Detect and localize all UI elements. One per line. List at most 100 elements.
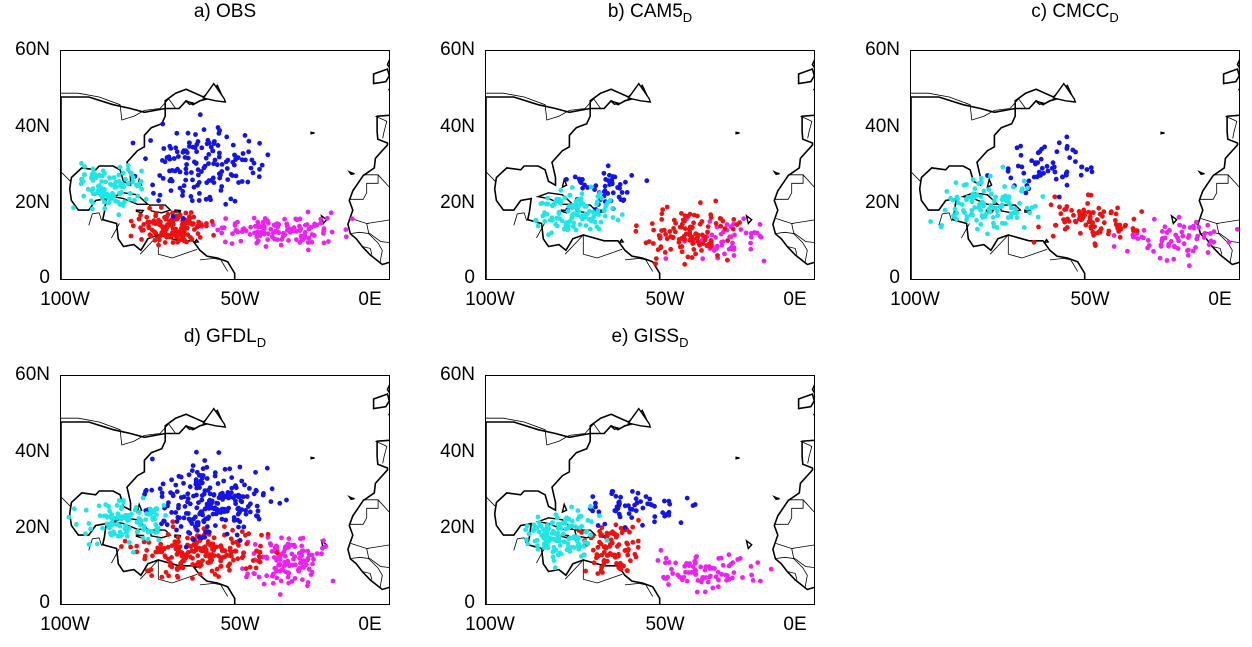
y-tick-label: 60N <box>440 39 475 60</box>
red-genesis-point <box>142 553 148 559</box>
red-genesis-point <box>718 223 724 229</box>
blue-genesis-point <box>244 494 250 499</box>
red-genesis-point <box>725 238 730 244</box>
magenta-genesis-point <box>299 236 305 242</box>
cyan-genesis-point <box>548 536 553 541</box>
red-genesis-point <box>144 547 150 553</box>
cyan-genesis-point <box>1005 215 1011 220</box>
country-border <box>368 557 389 568</box>
x-tick-label: 0E <box>358 614 382 635</box>
cyan-genesis-point <box>124 533 130 539</box>
x-tick-label: 100W <box>465 289 515 310</box>
magenta-genesis-point <box>731 570 737 575</box>
red-genesis-point <box>170 222 176 227</box>
red-genesis-point <box>1073 219 1079 225</box>
cyan-genesis-point <box>587 226 593 232</box>
blue-genesis-point <box>203 155 209 161</box>
cyan-genesis-point <box>125 514 131 520</box>
y-tick-label: 20N <box>440 517 475 538</box>
red-genesis-point <box>265 531 271 537</box>
coastline <box>797 67 814 85</box>
red-genesis-point <box>649 221 655 227</box>
blue-genesis-point <box>610 190 616 196</box>
cyan-genesis-point <box>106 524 112 530</box>
red-genesis-point <box>158 541 164 547</box>
red-genesis-point <box>737 220 742 226</box>
map-svg <box>911 59 1239 279</box>
magenta-genesis-point <box>1111 233 1117 238</box>
blue-genesis-point <box>1044 163 1050 169</box>
magenta-genesis-point <box>323 544 329 549</box>
red-genesis-point <box>1113 211 1119 217</box>
blue-genesis-point <box>254 513 259 519</box>
magenta-genesis-point <box>297 223 302 229</box>
cyan-genesis-point <box>138 179 144 184</box>
cyan-genesis-point <box>107 508 112 514</box>
red-genesis-point <box>208 559 213 565</box>
blue-genesis-point <box>236 524 241 530</box>
country-border <box>787 571 798 580</box>
red-genesis-point <box>1123 222 1128 228</box>
island-coastline <box>347 170 355 176</box>
blue-genesis-point <box>151 190 156 196</box>
blue-genesis-point <box>1033 161 1038 167</box>
cyan-genesis-point <box>567 192 573 198</box>
blue-genesis-point <box>173 145 179 151</box>
cyan-genesis-point <box>538 201 544 207</box>
red-genesis-point <box>148 567 154 572</box>
cyan-genesis-point <box>1020 186 1025 192</box>
blue-genesis-point <box>210 175 216 181</box>
cyan-genesis-point <box>1010 184 1016 190</box>
red-genesis-point <box>616 553 621 559</box>
blue-genesis-point <box>157 486 163 492</box>
blue-genesis-point <box>1008 175 1014 181</box>
blue-genesis-point <box>193 514 198 520</box>
blue-genesis-point <box>178 524 184 529</box>
blue-genesis-point <box>621 197 627 203</box>
blue-genesis-point <box>185 130 191 136</box>
magenta-genesis-point <box>266 231 271 237</box>
blue-genesis-point <box>210 148 216 154</box>
red-genesis-point <box>243 566 249 572</box>
cyan-genesis-point <box>96 189 102 195</box>
y-tick-label: 40N <box>440 116 475 137</box>
blue-genesis-point <box>232 198 238 204</box>
cyan-genesis-point <box>557 543 563 548</box>
cyan-genesis-point <box>968 212 974 218</box>
red-genesis-point <box>146 225 152 231</box>
island-coastline <box>202 407 227 428</box>
red-genesis-point <box>159 231 164 237</box>
red-genesis-point <box>205 539 211 544</box>
blue-genesis-point <box>218 172 223 178</box>
red-genesis-point <box>163 231 168 237</box>
red-genesis-point <box>690 241 696 247</box>
red-genesis-point <box>1091 210 1096 215</box>
blue-genesis-point <box>150 182 155 188</box>
cyan-genesis-point <box>153 522 159 527</box>
magenta-genesis-point <box>244 574 249 580</box>
magenta-genesis-point <box>265 237 271 243</box>
cyan-genesis-point <box>125 181 131 187</box>
cyan-genesis-point <box>535 547 541 552</box>
x-tick-label: 0E <box>1208 289 1232 310</box>
magenta-genesis-point <box>1193 245 1198 250</box>
red-genesis-point <box>597 539 602 545</box>
y-tick-label: 20N <box>15 192 50 213</box>
cyan-genesis-point <box>607 198 613 203</box>
blue-genesis-point <box>1042 144 1047 150</box>
magenta-genesis-point <box>263 244 269 249</box>
blue-genesis-point <box>644 178 650 184</box>
cyan-genesis-point <box>133 505 139 510</box>
blue-genesis-point <box>174 130 180 136</box>
magenta-genesis-point <box>750 578 756 583</box>
blue-genesis-point <box>168 188 174 194</box>
magenta-genesis-point <box>706 564 712 570</box>
cyan-genesis-point <box>1012 206 1018 212</box>
magenta-genesis-point <box>1111 244 1117 249</box>
red-genesis-point <box>119 544 124 549</box>
cyan-genesis-point <box>991 198 997 204</box>
magenta-genesis-point <box>1141 227 1147 233</box>
red-genesis-point <box>211 232 217 238</box>
red-genesis-point <box>687 233 693 239</box>
country-border <box>536 548 545 564</box>
